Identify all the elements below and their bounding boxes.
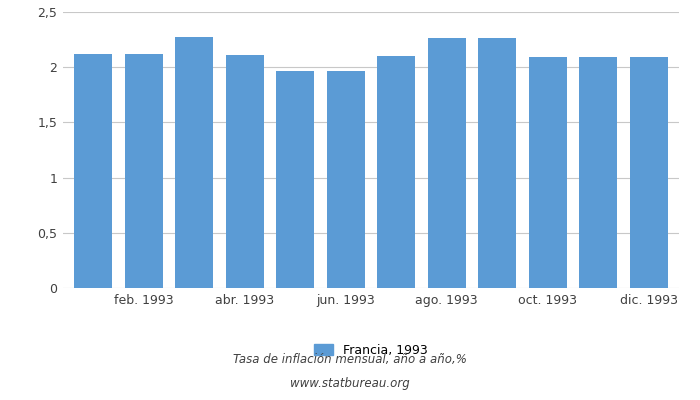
- Text: www.statbureau.org: www.statbureau.org: [290, 378, 410, 390]
- Bar: [630, 57, 668, 288]
- Bar: [478, 38, 516, 288]
- Bar: [580, 57, 617, 288]
- Bar: [226, 55, 264, 288]
- Bar: [377, 56, 415, 288]
- Bar: [125, 54, 162, 288]
- Text: Tasa de inflación mensual, año a año,%: Tasa de inflación mensual, año a año,%: [233, 354, 467, 366]
- Legend: Francia, 1993: Francia, 1993: [314, 344, 428, 357]
- Bar: [327, 70, 365, 288]
- Bar: [276, 70, 314, 288]
- Bar: [175, 37, 214, 288]
- Bar: [428, 38, 466, 288]
- Bar: [528, 57, 567, 288]
- Bar: [74, 54, 112, 288]
